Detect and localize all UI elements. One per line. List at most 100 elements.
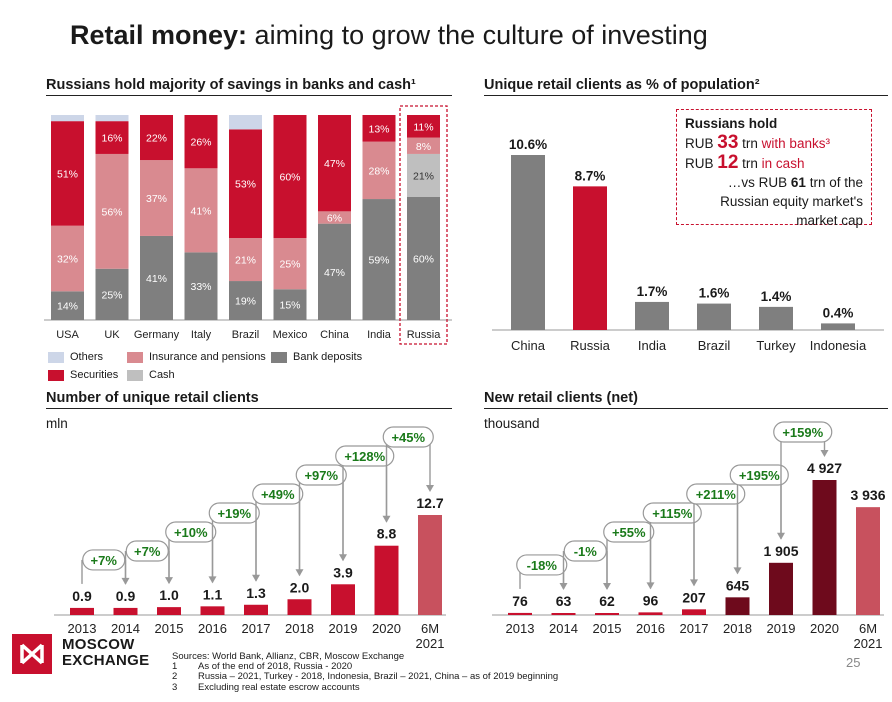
new-clients-chart: 76 2013 63 2014 62 2015 96 2016 207 2017 645 2018 1 … bbox=[492, 421, 886, 651]
legend-securities-swatch bbox=[48, 369, 64, 381]
clients-bar bbox=[200, 606, 225, 615]
clients-growth-label: +128% bbox=[344, 449, 385, 464]
new-growth-bubble bbox=[729, 464, 789, 486]
pop-data-label: 8.7% bbox=[575, 168, 606, 183]
clients-growth-label: +45% bbox=[391, 430, 425, 445]
russia-highlight-box bbox=[399, 105, 448, 345]
savings-data-label: 26% bbox=[190, 137, 211, 149]
savings-category-label: Brazil bbox=[232, 329, 260, 341]
savings-bar-segment bbox=[229, 281, 262, 320]
clients-category-label: 2017 bbox=[242, 621, 271, 636]
savings-bar-segment bbox=[407, 115, 440, 138]
clients-growth-label: +19% bbox=[217, 506, 251, 521]
new-bar bbox=[725, 597, 750, 615]
legend-others-swatch bbox=[48, 351, 64, 363]
pop-data-label: 1.7% bbox=[637, 284, 668, 299]
savings-bar-segment bbox=[273, 115, 307, 238]
clients-data-label: 3.9 bbox=[333, 564, 353, 580]
legend-cash: Cash bbox=[127, 369, 175, 381]
savings-data-label: 6% bbox=[327, 213, 342, 225]
savings-bar-segment bbox=[229, 115, 262, 130]
pop-category-label: China bbox=[511, 338, 546, 353]
pop-bar bbox=[697, 303, 731, 330]
savings-bar-segment bbox=[95, 121, 129, 154]
new-data-label: 207 bbox=[682, 589, 706, 605]
pop-bar bbox=[759, 306, 793, 330]
clients-bar bbox=[113, 607, 138, 615]
clients-bar bbox=[244, 604, 268, 615]
new-growth-label: +195% bbox=[739, 468, 780, 483]
pop-category-label: India bbox=[638, 338, 667, 353]
savings-data-label: 21% bbox=[235, 255, 256, 267]
savings-bar-segment bbox=[318, 115, 351, 212]
savings-bar-segment bbox=[273, 289, 307, 320]
savings-data-label: 47% bbox=[324, 267, 345, 279]
clients-data-label: 1.1 bbox=[203, 586, 223, 602]
new-growth-bubble bbox=[642, 502, 702, 524]
clients-growth-bubble bbox=[82, 549, 126, 571]
new-data-label: 1 905 bbox=[763, 543, 798, 559]
savings-data-label: 60% bbox=[413, 254, 434, 266]
savings-data-label: 59% bbox=[368, 255, 389, 267]
savings-bar-segment bbox=[273, 238, 307, 290]
savings-data-label: 33% bbox=[190, 281, 211, 293]
sources-notes: Sources: World Bank, Allianz, CBR, Mosco… bbox=[172, 651, 559, 693]
new-category-label: 2018 bbox=[723, 621, 752, 636]
clients-category-label: 2020 bbox=[372, 621, 401, 636]
savings-data-label: 47% bbox=[324, 158, 345, 170]
pop-data-label: 0.4% bbox=[823, 305, 854, 320]
legend-bank: Bank deposits bbox=[271, 351, 362, 363]
clients-bar bbox=[287, 599, 312, 615]
savings-data-label: 16% bbox=[101, 133, 122, 145]
unique-pop-heading: Unique retail clients as % of population… bbox=[484, 77, 760, 93]
callout-banks: RUB 33 trn with banks³ bbox=[685, 132, 830, 153]
clients-data-label: 0.9 bbox=[116, 588, 136, 604]
new-category-label: 2017 bbox=[680, 621, 709, 636]
pop-data-label: 1.4% bbox=[761, 289, 792, 304]
savings-bar-segment bbox=[407, 197, 440, 320]
clients-growth-bubble bbox=[252, 483, 304, 505]
pop-bar bbox=[573, 186, 607, 330]
new-growth-bubble bbox=[603, 521, 655, 543]
savings-bar-segment bbox=[318, 223, 351, 320]
unique-pop-chart: 10.6% China 8.7% Russia 1.7% India 1.6% Brazil 1… bbox=[492, 137, 884, 353]
savings-bar-segment bbox=[229, 238, 262, 282]
unique-pop-rule bbox=[484, 95, 888, 96]
footnote-2: 2 Russia – 2021, Turkey - 2018, Indonesia… bbox=[172, 671, 559, 683]
clients-growth-label: +49% bbox=[261, 487, 295, 502]
new-category-label: 2014 bbox=[549, 621, 578, 636]
clients-growth-bubble bbox=[208, 502, 260, 524]
clients-growth-bubble bbox=[125, 540, 169, 562]
pop-category-label: Brazil bbox=[698, 338, 731, 353]
savings-data-label: 11% bbox=[413, 121, 433, 133]
savings-bar-segment bbox=[362, 199, 396, 320]
savings-data-label: 56% bbox=[101, 206, 122, 218]
savings-bar-segment bbox=[362, 115, 396, 142]
new-clients-rule bbox=[484, 408, 888, 409]
clients-data-label: 8.8 bbox=[377, 526, 397, 542]
savings-data-label: 13% bbox=[368, 123, 389, 135]
callout-equity: …vs RUB 61 trn of the bbox=[727, 175, 863, 190]
legend-securities: Securities bbox=[48, 369, 118, 381]
new-data-label: 76 bbox=[512, 593, 528, 609]
new-growth-label: -1% bbox=[574, 544, 598, 559]
new-clients-unit: thousand bbox=[484, 416, 540, 431]
legend-bank-swatch bbox=[271, 351, 287, 363]
clients-growth-label: +7% bbox=[91, 553, 118, 568]
page-title: Retail money: aiming to grow the culture… bbox=[70, 20, 708, 50]
pop-bar bbox=[635, 301, 669, 330]
footnote-1: 1 As of the end of 2018, Russia - 2020 bbox=[172, 661, 353, 673]
clients-category-label: 2021 bbox=[416, 636, 445, 651]
savings-data-label: 8% bbox=[416, 141, 431, 153]
callout-equity-line3: market cap bbox=[796, 213, 863, 228]
savings-data-label: 21% bbox=[413, 170, 434, 182]
new-growth-label: +55% bbox=[612, 525, 646, 540]
savings-bar-segment bbox=[184, 252, 218, 320]
savings-category-label: Germany bbox=[134, 329, 180, 341]
pop-category-label: Turkey bbox=[756, 338, 796, 353]
legend-insurance-swatch bbox=[127, 351, 143, 363]
savings-data-label: 60% bbox=[279, 172, 300, 184]
savings-data-label: 51% bbox=[57, 168, 78, 180]
clients-data-label: 1.3 bbox=[246, 585, 266, 601]
new-data-label: 645 bbox=[726, 577, 750, 593]
